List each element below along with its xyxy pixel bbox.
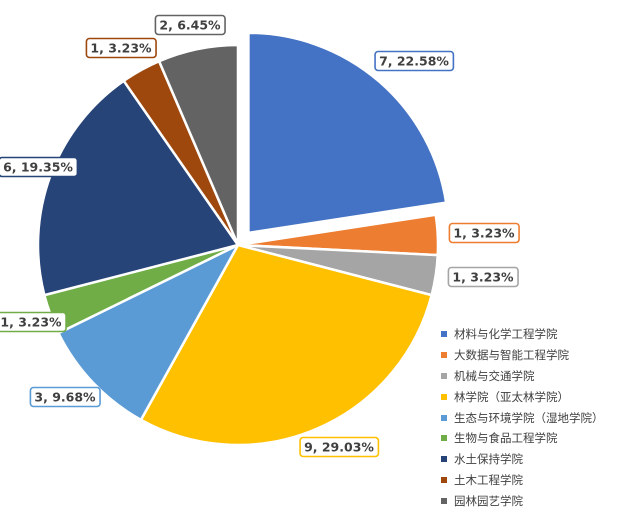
legend: 材料与化学工程学院 大数据与智能工程学院 机械与交通学院林学院（亚太林学院） 生态与环… [441,324,627,511]
legend-item: 生态与环境学院（湿地学院） [441,407,627,428]
legend-swatch [441,497,447,504]
legend-item: 机械与交通学院 [441,366,627,387]
data-label-box [299,436,380,458]
data-label-box [374,50,455,72]
data-labels: 7, 22.58% 1, 3.23% 1, 3.23% 9, 29.03% 3, 9.6… [0,14,520,458]
legend-item: 大数据与智能工程学院 [441,345,627,366]
legend-label: 土木工程学院 [454,472,523,487]
legend-label: 机械与交通学院 [454,368,535,383]
data-label-text: 9, 29.03% [304,440,374,455]
legend-label: 材料与化学工程学院 [454,327,558,342]
data-label-text: 2, 6.45% [159,18,221,33]
legend-swatch [441,372,447,379]
legend-item: 林学院（亚太林学院） [441,386,627,407]
data-label-box [0,311,67,333]
data-label-text: 1, 3.23% [90,41,152,56]
data-label-text: 1, 3.23% [452,270,514,285]
data-label: 7, 22.58% [374,50,455,72]
legend-item: 园林园艺学院 [441,490,627,511]
data-label-text: 1, 3.23% [0,315,62,330]
pie-slice [247,31,448,235]
legend-label: 生物与食品工程学院 [454,431,558,446]
legend-swatch [441,456,447,463]
data-label-box [448,222,520,244]
data-label-box [154,14,226,36]
data-label-box [447,266,519,288]
pie-slices [36,31,448,447]
legend-item: 生物与食品工程学院 [441,428,627,449]
legend-swatch [441,352,447,359]
data-label: 9, 29.03% [299,436,380,458]
data-label-text: 7, 22.58% [379,54,449,69]
legend-swatch [441,414,447,421]
legend-label: 水土保持学院 [454,452,523,467]
legend-swatch [441,435,447,442]
data-label-box [0,156,79,178]
data-label: 1, 3.23% [447,266,519,288]
legend-label: 林学院（亚太林学院） [454,389,569,404]
legend-label: 园林园艺学院 [454,493,523,508]
data-label: 2, 6.45% [154,14,226,36]
data-label: 1, 3.23% [0,311,67,333]
pie-slice [157,43,240,247]
data-label: 3, 9.68% [29,386,101,408]
legend-swatch [441,331,447,338]
pie-slice [57,243,240,422]
data-label-box [85,37,157,59]
legend-label: 生态与环境学院（湿地学院） [454,410,604,425]
data-label: 1, 3.23% [85,37,157,59]
data-label-text: 6, 19.35% [3,160,73,175]
legend-label: 大数据与智能工程学院 [454,348,569,363]
legend-item: 水土保持学院 [441,449,627,470]
data-label: 6, 19.35% [0,156,79,178]
legend-swatch [441,393,447,400]
legend-swatch [441,476,447,483]
data-label-text: 1, 3.23% [453,226,515,241]
data-label-text: 3, 9.68% [34,390,96,405]
pie-slice [139,243,433,447]
legend-item: 土木工程学院 [441,470,627,491]
legend-item: 材料与化学工程学院 [441,324,627,345]
data-label-box [29,386,101,408]
data-label: 1, 3.23% [448,222,520,244]
